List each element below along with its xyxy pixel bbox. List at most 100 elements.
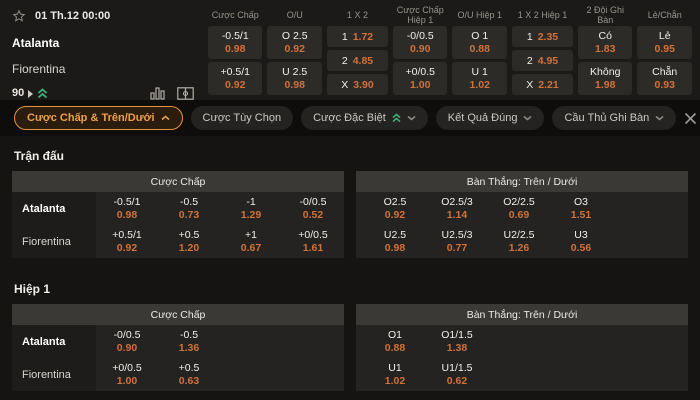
- odds-line: -0/0.5: [113, 328, 141, 341]
- odds-value: 3.90: [353, 78, 374, 91]
- market-column-cuoc-chap-hiep1: Cược Chấp Hiệp 1 -0/0.5 0.90 +0/0.5 1.00: [393, 3, 448, 100]
- odds-value: 0.95: [654, 43, 675, 55]
- odds-value: 1.83: [595, 43, 616, 55]
- odds-line: 2: [341, 54, 348, 67]
- odds-cell[interactable]: O2/2.5 0.69: [488, 192, 550, 225]
- odds-line: U2.5/3: [441, 228, 473, 241]
- odds-cell[interactable]: -0/0.5 0.90: [96, 325, 158, 358]
- odds-cell[interactable]: +0.5/1 0.92: [208, 62, 263, 95]
- tab-label: Cầu Thủ Ghi Bàn: [564, 112, 650, 124]
- odds-value: 1.98: [595, 79, 616, 91]
- odds-value: 1.02: [469, 79, 490, 91]
- odds-cell[interactable]: O2.5 0.92: [364, 192, 426, 225]
- odds-value: 1.00: [116, 374, 138, 387]
- odds-cell[interactable]: U3 0.56: [550, 225, 612, 258]
- odds-value: 0.92: [284, 43, 305, 55]
- chevron-down-icon: [407, 115, 416, 121]
- odds-cell[interactable]: X 3.90: [326, 74, 388, 95]
- odds-line: Lẻ: [658, 30, 671, 42]
- odds-line: U2.5: [383, 228, 407, 241]
- odds-value: 4.95: [537, 54, 559, 67]
- odds-cell[interactable]: U2.5/3 0.77: [426, 225, 488, 258]
- handicap-table-h1: Cược Chấp Atalanta Fiorentina -0/0.5 0.90…: [12, 304, 344, 391]
- odds-line: U2/2.5: [503, 228, 535, 241]
- odds-value: 1.29: [240, 208, 262, 221]
- tab-ket-qua-dung[interactable]: Kết Quả Đúng: [435, 106, 545, 130]
- tran-dau-tables: Cược Chấp Atalanta Fiorentina -0.5/1 0.98…: [0, 171, 700, 258]
- table-header: Bàn Thắng: Trên / Dưới: [356, 171, 688, 192]
- stats-bar-chart-icon[interactable]: [150, 86, 165, 100]
- odds-cell[interactable]: -1 1.29: [220, 192, 282, 225]
- odds-cell[interactable]: +1 0.67: [220, 225, 282, 258]
- odds-cell[interactable]: Lẻ 0.95: [637, 26, 692, 59]
- odds-cell[interactable]: Không 1.98: [578, 62, 633, 95]
- odds-line: -0.5/1: [113, 195, 141, 208]
- odds-cell[interactable]: Có 1.83: [578, 26, 633, 59]
- odds-value: 0.88: [384, 341, 406, 354]
- odds-cell[interactable]: 2 4.95: [511, 50, 573, 71]
- market-column-1x2: 1 X 2 1 1.72 2 4.85 X 3.90: [326, 3, 388, 100]
- close-icon[interactable]: [684, 112, 697, 125]
- odds-cell[interactable]: -0/0.5 0.52: [282, 192, 344, 225]
- odds-cell[interactable]: -0.5/1 0.98: [208, 26, 263, 59]
- odds-line: +0/0.5: [405, 66, 435, 78]
- odds-cell[interactable]: +0/0.5 1.61: [282, 225, 344, 258]
- odds-cell[interactable]: U2.5 0.98: [364, 225, 426, 258]
- odds-cell[interactable]: 2 4.85: [326, 50, 388, 71]
- odds-cell[interactable]: O2.5/3 1.14: [426, 192, 488, 225]
- odds-cell[interactable]: X 2.21: [511, 74, 573, 95]
- home-team-name: Atalanta: [22, 202, 66, 215]
- odds-line: Có: [598, 30, 612, 42]
- odds-cell[interactable]: +0.5 1.20: [158, 225, 220, 258]
- odds-line: -0.5: [179, 328, 199, 341]
- handicap-table-full: Cược Chấp Atalanta Fiorentina -0.5/1 0.98…: [12, 171, 344, 258]
- market-column-label: O/U: [286, 9, 303, 20]
- odds-cell[interactable]: 1 2.35: [511, 26, 573, 47]
- odds-line: -0/0.5: [299, 195, 327, 208]
- favorite-star-icon[interactable]: [12, 9, 26, 23]
- odds-cell[interactable]: O3 1.51: [550, 192, 612, 225]
- tab-cuoc-tuy-chon[interactable]: Cược Tùy Chọn: [190, 106, 294, 130]
- odds-cell[interactable]: O 2.5 0.92: [267, 26, 322, 59]
- odds-value: 1.72: [352, 30, 374, 43]
- match-date: 01 Th.12 00:00: [35, 10, 111, 22]
- tab-cau-thu-ghi-ban[interactable]: Cầu Thủ Ghi Bàn: [552, 106, 677, 130]
- odds-cell[interactable]: +0.5/1 0.92: [96, 225, 158, 258]
- odds-cell[interactable]: O1/1.5 1.38: [426, 325, 488, 358]
- odds-value: 0.67: [240, 241, 262, 254]
- away-team-name: Fiorentina: [22, 235, 71, 248]
- odds-cell[interactable]: -0.5 0.73: [158, 192, 220, 225]
- odds-value: 1.61: [302, 241, 324, 254]
- odds-value: 0.52: [302, 208, 324, 221]
- odds-cell[interactable]: U1 1.02: [364, 358, 426, 391]
- odds-cell[interactable]: -0.5 1.36: [158, 325, 220, 358]
- odds-cell[interactable]: U 1 1.02: [452, 62, 507, 95]
- double-chevron-up-icon: [392, 113, 401, 123]
- odds-value: 0.56: [570, 241, 592, 254]
- odds-cell[interactable]: -0/0.5 0.90: [393, 26, 448, 59]
- odds-cell[interactable]: U 2.5 0.98: [267, 62, 322, 95]
- odds-value: 1.51: [570, 208, 592, 221]
- odds-cell[interactable]: +0/0.5 1.00: [96, 358, 158, 391]
- odds-cell[interactable]: O 1 0.88: [452, 26, 507, 59]
- odds-cell[interactable]: +0/0.5 1.00: [393, 62, 448, 95]
- odds-value: 0.98: [225, 43, 246, 55]
- table-row: O1 0.88 O1/1.5 1.38: [364, 325, 688, 358]
- odds-cell[interactable]: U2/2.5 1.26: [488, 225, 550, 258]
- odds-line: +0/0.5: [112, 361, 142, 374]
- market-column-label: Cược Chấp: [211, 9, 259, 20]
- odds-cell[interactable]: U1/1.5 0.62: [426, 358, 488, 391]
- odds-cell[interactable]: O1 0.88: [364, 325, 426, 358]
- odds-line: O2/2.5: [503, 195, 535, 208]
- pitch-icon[interactable]: [177, 86, 194, 100]
- live-row: 90: [12, 86, 208, 100]
- tab-cuoc-dac-biet[interactable]: Cược Đặc Biệt: [301, 106, 428, 130]
- odds-line: -0.5: [179, 195, 199, 208]
- odds-cell[interactable]: -0.5/1 0.98: [96, 192, 158, 225]
- odds-cell[interactable]: 1 1.72: [326, 26, 388, 47]
- tab-cuoc-chap-tren-duoi[interactable]: Cược Chấp & Trên/Dưới: [14, 106, 183, 130]
- odds-cell[interactable]: Chẵn 0.93: [637, 62, 692, 95]
- odds-cell[interactable]: +0.5 0.63: [158, 358, 220, 391]
- over-under-table-full: Bàn Thắng: Trên / Dưới O2.5 0.92 O2.5/3 1.…: [356, 171, 688, 258]
- market-column-label: 2 Đội Ghi Bàn: [586, 4, 624, 25]
